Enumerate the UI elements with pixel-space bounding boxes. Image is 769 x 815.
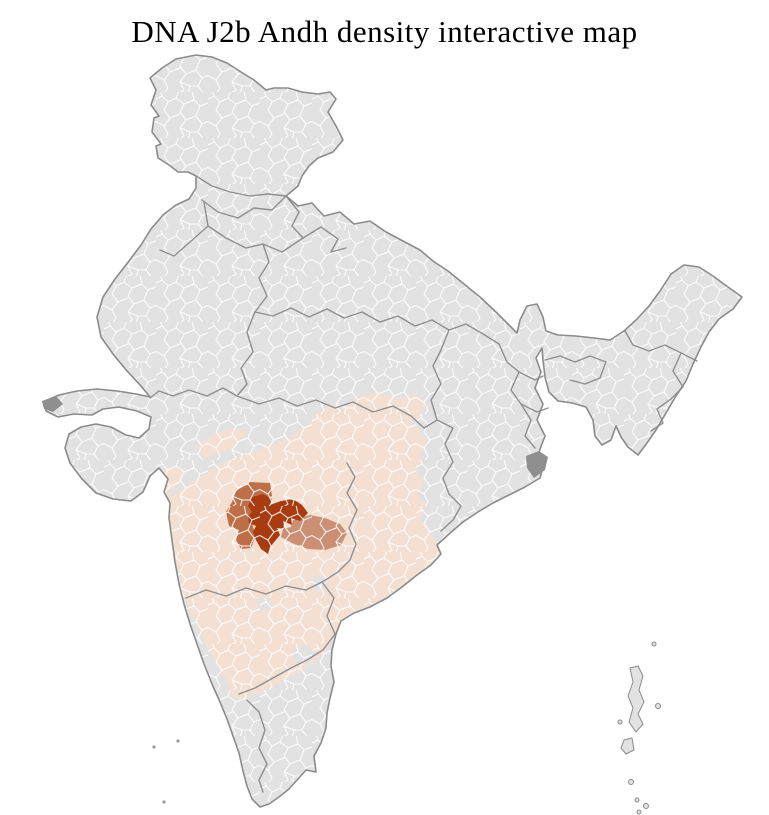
marsh-patches (42, 396, 548, 478)
sundarbans-delta (526, 451, 548, 478)
kutch-tip-marsh (42, 396, 63, 412)
state-borders (149, 175, 698, 793)
page-title: DNA J2b Andh density interactive map (131, 14, 638, 49)
andaman-nicobar-islands[interactable] (617, 641, 661, 815)
lakshadweep-islands[interactable] (152, 739, 180, 804)
